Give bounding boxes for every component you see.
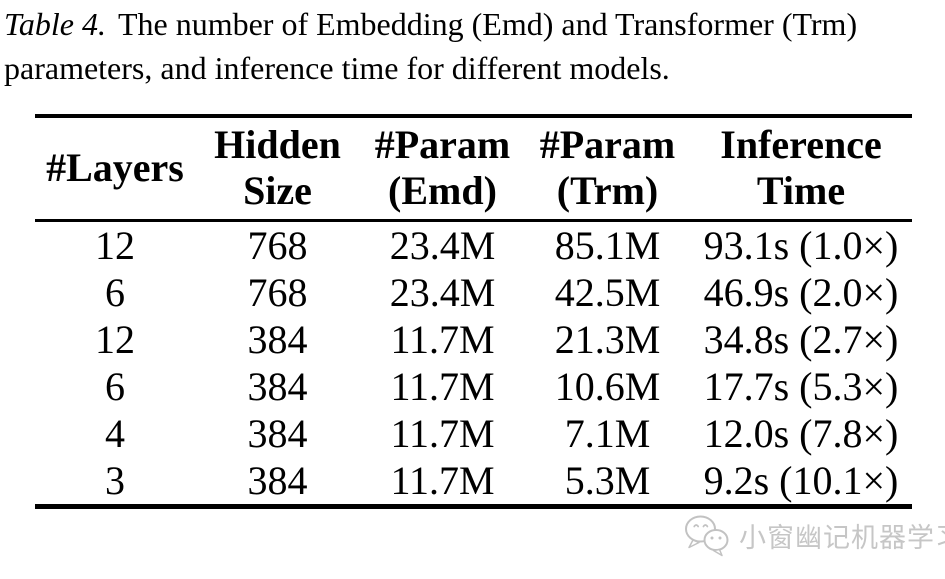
cell-layers: 3 bbox=[105, 458, 125, 503]
table-row: 4 384 11.7M 7.1M 12.0s (7.8×) bbox=[35, 410, 912, 457]
cell-hidden-size: 384 bbox=[247, 317, 308, 362]
cell-layers: 12 bbox=[95, 223, 135, 268]
cell-hidden-size: 768 bbox=[247, 270, 308, 315]
results-table: #Layers Hidden Size #Param (Emd) #Param … bbox=[35, 114, 912, 509]
cell-layers: 12 bbox=[95, 317, 135, 362]
cell-param-trm: 42.5M bbox=[554, 270, 661, 315]
table-caption-label: Table 4. bbox=[4, 6, 106, 42]
col-header-label: Size bbox=[243, 168, 312, 213]
header-row: #Layers Hidden Size #Param (Emd) #Param … bbox=[35, 116, 912, 221]
cell-param-trm: 85.1M bbox=[554, 223, 661, 268]
col-header-hidden-size: Hidden Size bbox=[195, 116, 360, 221]
col-header-layers: #Layers bbox=[35, 116, 195, 221]
cell-inference-time: 12.0s (7.8×) bbox=[703, 411, 899, 456]
cell-layers: 4 bbox=[105, 411, 125, 456]
table-caption-text: The number of Embedding (Emd) and Transf… bbox=[4, 6, 858, 86]
cell-hidden-size: 384 bbox=[247, 411, 308, 456]
cell-param-emd: 11.7M bbox=[390, 364, 495, 409]
col-header-label: Hidden bbox=[214, 122, 341, 167]
cell-param-emd: 11.7M bbox=[390, 458, 495, 503]
cell-param-emd: 11.7M bbox=[390, 411, 495, 456]
table-row: 6 768 23.4M 42.5M 46.9s (2.0×) bbox=[35, 269, 912, 316]
cell-hidden-size: 384 bbox=[247, 364, 308, 409]
col-header-label: #Layers bbox=[46, 145, 184, 190]
table-row: 3 384 11.7M 5.3M 9.2s (10.1×) bbox=[35, 457, 912, 507]
wechat-icon bbox=[683, 513, 730, 557]
cell-inference-time: 9.2s (10.1×) bbox=[703, 458, 899, 503]
cell-param-trm: 21.3M bbox=[554, 317, 661, 362]
cell-hidden-size: 768 bbox=[247, 223, 308, 268]
col-header-label: Inference bbox=[720, 122, 882, 167]
cell-param-trm: 5.3M bbox=[564, 458, 651, 503]
table-row: 12 768 23.4M 85.1M 93.1s (1.0×) bbox=[35, 221, 912, 270]
col-header-label: (Emd) bbox=[388, 168, 497, 213]
cell-inference-time: 34.8s (2.7×) bbox=[703, 317, 899, 362]
col-header-param-emd: #Param (Emd) bbox=[360, 116, 525, 221]
cell-inference-time: 93.1s (1.0×) bbox=[703, 223, 899, 268]
cell-hidden-size: 384 bbox=[247, 458, 308, 503]
col-header-label: #Param bbox=[539, 122, 676, 167]
watermark-text: 小窗幽记机器学习 bbox=[739, 522, 945, 554]
cell-inference-time: 46.9s (2.0×) bbox=[703, 270, 899, 315]
col-header-label: #Param bbox=[374, 122, 511, 167]
table-row: 12 384 11.7M 21.3M 34.8s (2.7×) bbox=[35, 316, 912, 363]
cell-param-trm: 7.1M bbox=[564, 411, 651, 456]
cell-layers: 6 bbox=[105, 364, 125, 409]
col-header-inference-time: Inference Time bbox=[690, 116, 912, 221]
cell-param-emd: 23.4M bbox=[389, 270, 496, 315]
cell-param-emd: 23.4M bbox=[389, 223, 496, 268]
table-row: 6 384 11.7M 10.6M 17.7s (5.3×) bbox=[35, 363, 912, 410]
cell-layers: 6 bbox=[105, 270, 125, 315]
cell-inference-time: 17.7s (5.3×) bbox=[703, 364, 899, 409]
cell-param-emd: 11.7M bbox=[390, 317, 495, 362]
watermark: 小窗幽记机器学习 bbox=[683, 513, 945, 557]
col-header-label: (Trm) bbox=[556, 168, 659, 213]
col-header-label: Time bbox=[756, 168, 846, 213]
col-header-param-trm: #Param (Trm) bbox=[525, 116, 690, 221]
cell-param-trm: 10.6M bbox=[554, 364, 661, 409]
table-caption: Table 4. The number of Embedding (Emd) an… bbox=[4, 2, 945, 90]
